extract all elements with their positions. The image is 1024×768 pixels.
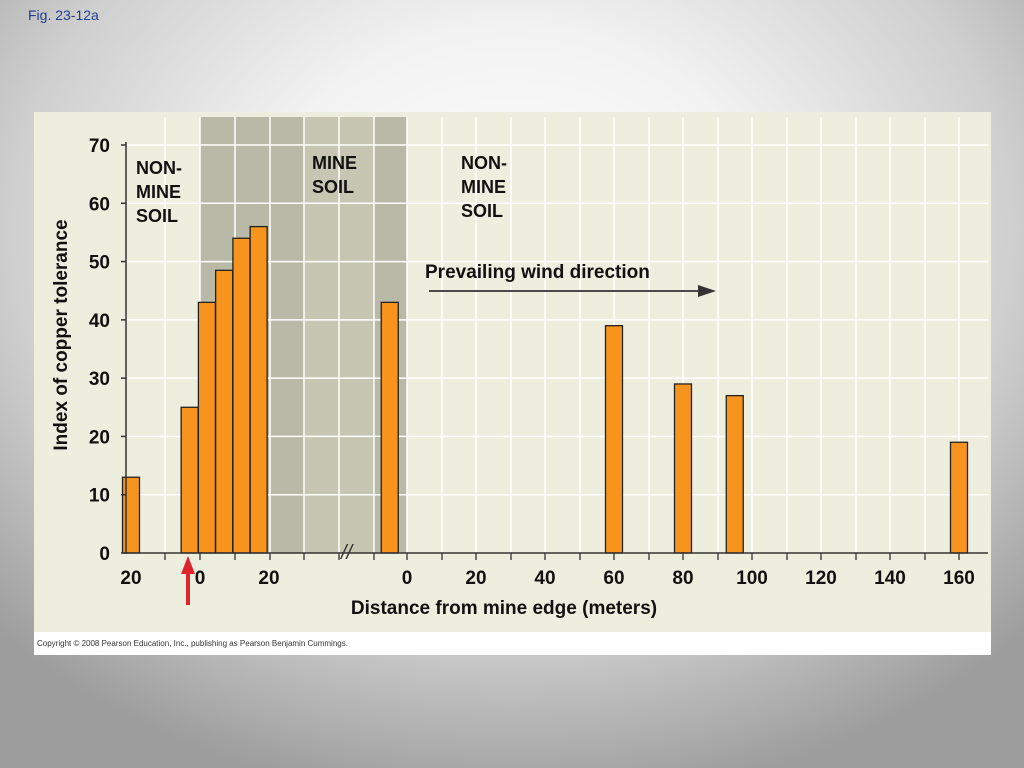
bar-layer (121, 225, 969, 554)
axis-layer (121, 142, 988, 560)
y-tick-label: 10 (89, 486, 110, 507)
x-tick-label: 160 (943, 568, 975, 589)
bar (725, 394, 744, 554)
bar (197, 301, 217, 554)
bar (121, 476, 141, 554)
region-label-nonmine-right: NON- (461, 153, 507, 173)
y-tick-label: 0 (99, 544, 110, 565)
x-tick-label: 20 (258, 568, 279, 589)
wind-direction-label: Prevailing wind direction (425, 262, 650, 283)
x-axis-label: Distance from mine edge (meters) (351, 598, 657, 619)
red-arrow-head (181, 556, 195, 574)
y-tick-label: 70 (89, 136, 110, 157)
region-label-nonmine-left: NON- (136, 158, 182, 178)
x-tick-label: 120 (805, 568, 837, 589)
slide-caption: Fig. 23-12a (28, 7, 99, 23)
bar (673, 383, 693, 554)
x-tick-label: 20 (120, 568, 141, 589)
x-tick-label: 20 (465, 568, 486, 589)
x-tick-label: 0 (402, 568, 413, 589)
copyright-text: Copyright © 2008 Pearson Education, Inc.… (37, 639, 348, 648)
x-tick-label: 80 (672, 568, 693, 589)
x-tick-label: 60 (603, 568, 624, 589)
annotation-layer: // Prevailing wind direction (181, 262, 716, 605)
x-tick-label: 140 (874, 568, 906, 589)
copper-tolerance-chart: 0 10 20 30 40 50 60 70 20 0 20 0 20 40 60 80 100 120 140 16… (34, 112, 991, 655)
x-tick-label: 100 (736, 568, 768, 589)
x-tick-label: 0 (195, 568, 206, 589)
axis-break-mark: // (339, 542, 355, 564)
bar (380, 301, 399, 554)
bar (249, 225, 268, 554)
bar (180, 406, 199, 554)
figure-panel: 0 10 20 30 40 50 60 70 20 0 20 0 20 40 60 80 100 120 140 16… (34, 112, 991, 655)
region-label-nonmine-left: MINE (136, 182, 181, 202)
x-tick-label: 40 (534, 568, 555, 589)
region-label-nonmine-right: MINE (461, 177, 506, 197)
y-tick-label: 40 (89, 311, 110, 332)
bar (949, 441, 969, 554)
label-layer: 0 10 20 30 40 50 60 70 20 0 20 0 20 40 60 80 100 120 140 16… (51, 136, 975, 619)
bar (214, 269, 234, 554)
region-label-nonmine-left: SOIL (136, 206, 178, 226)
wind-arrow-head (698, 285, 716, 297)
y-tick-label: 60 (89, 194, 110, 215)
y-tick-label: 50 (89, 253, 110, 274)
y-tick-label: 20 (89, 427, 110, 448)
y-tick-label: 30 (89, 369, 110, 390)
y-axis-label: Index of copper tolerance (51, 219, 72, 450)
copyright-strip (34, 632, 991, 655)
region-label-mine: SOIL (312, 177, 354, 197)
bar (604, 325, 624, 554)
bar (232, 237, 251, 554)
region-label-nonmine-right: SOIL (461, 201, 503, 221)
region-label-mine: MINE (312, 153, 357, 173)
